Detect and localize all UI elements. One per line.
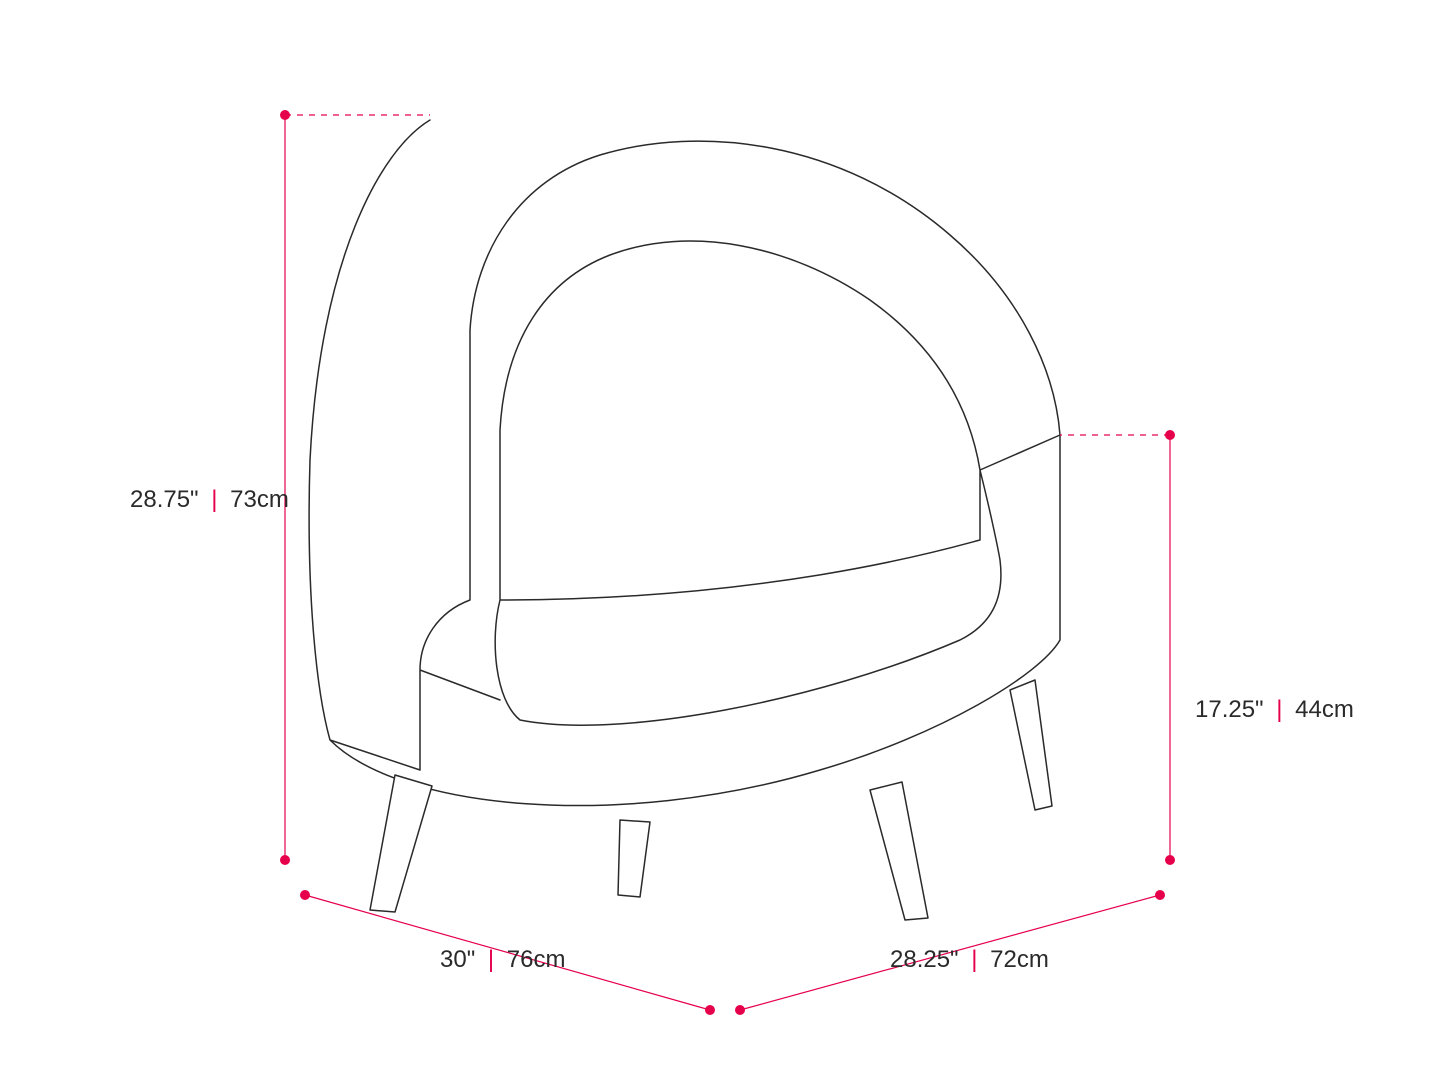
seat-height-metric: 44cm [1295,696,1354,723]
seat-height-imperial: 17.25" [1195,696,1264,723]
chair-legs [370,680,1052,920]
dimension-label-height: 28.75" | 73cm [130,488,289,512]
height-imperial: 28.75" [130,486,199,513]
depth-imperial: 28.25" [890,946,959,973]
dimension-label-depth: 28.25" | 72cm [890,948,1049,972]
dimension-label-seat-height: 17.25" | 44cm [1195,698,1354,722]
separator-icon: | [1270,696,1288,723]
dimension-lines [280,110,1175,1015]
separator-icon: | [482,946,500,973]
separator-icon: | [205,486,223,513]
dimension-label-width: 30" | 76cm [440,948,565,972]
dimension-diagram: 28.75" | 73cm 17.25" | 44cm 30" | 76cm 2… [0,0,1445,1084]
diagram-svg [0,0,1445,1084]
separator-icon: | [965,946,983,973]
chair-outline [309,120,1060,806]
width-metric: 76cm [507,946,566,973]
depth-metric: 72cm [990,946,1049,973]
height-metric: 73cm [230,486,289,513]
width-imperial: 30" [440,946,475,973]
